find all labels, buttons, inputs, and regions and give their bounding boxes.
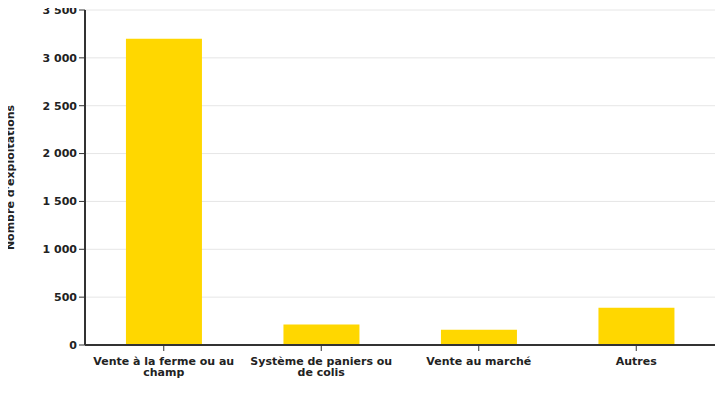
- svg-text:1 500: 1 500: [43, 195, 78, 208]
- svg-text:2 500: 2 500: [43, 100, 78, 113]
- svg-text:3 000: 3 000: [43, 52, 78, 65]
- svg-text:Vente à la ferme ou auchamp: Vente à la ferme ou auchamp: [93, 355, 234, 379]
- svg-text:Nombre d'exploitations: Nombre d'exploitations: [8, 104, 17, 250]
- svg-text:500: 500: [54, 291, 77, 304]
- svg-text:2 000: 2 000: [43, 147, 78, 160]
- svg-text:Vente au marché: Vente au marché: [426, 355, 531, 368]
- svg-text:Système de paniers oude colis: Système de paniers oude colis: [250, 355, 392, 379]
- svg-text:0: 0: [69, 339, 77, 352]
- svg-text:3 500: 3 500: [43, 8, 78, 17]
- svg-text:Autres: Autres: [616, 355, 657, 368]
- svg-text:1 000: 1 000: [43, 243, 78, 256]
